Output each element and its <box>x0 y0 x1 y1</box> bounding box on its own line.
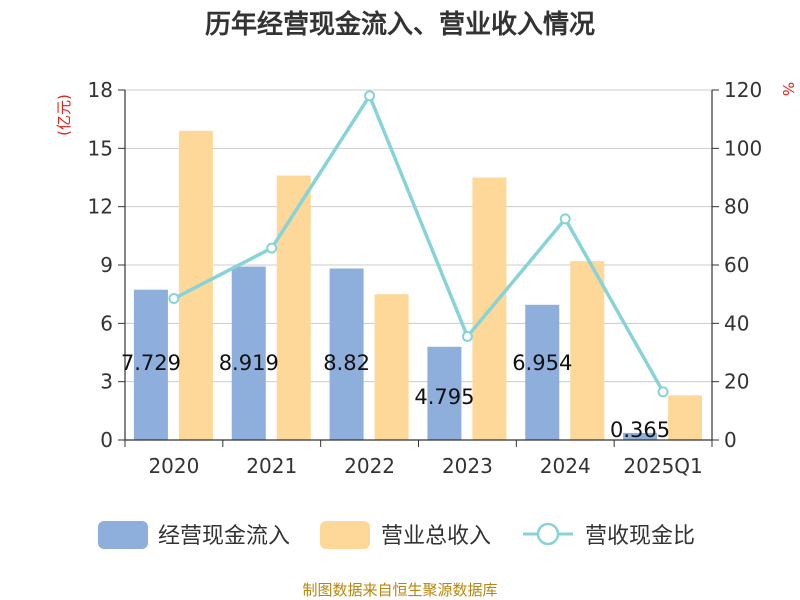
x-axis-tick-label: 2020 <box>148 454 199 478</box>
legend-label-cash-inflow: 经营现金流入 <box>158 524 290 549</box>
revenue-bar <box>668 395 703 440</box>
axes: 0 3 6 9 12 15 18 0 20 40 60 80 100 120 2020 2021 2022 202… <box>88 78 763 478</box>
left-axis-tick-label: 3 <box>100 370 113 394</box>
revenue-bar <box>276 175 311 441</box>
right-axis-tick-label: 20 <box>724 370 749 394</box>
ratio-line-group <box>168 90 669 398</box>
ratio-point <box>657 386 669 398</box>
left-axis-tick-label: 15 <box>88 136 113 160</box>
right-axis-tick-label: 0 <box>724 428 737 452</box>
right-axis-tick-label: 60 <box>724 253 749 277</box>
cash-inflow-bar <box>525 304 560 440</box>
x-axis-tick-label: 2021 <box>246 454 297 478</box>
revenue-bar <box>570 261 605 440</box>
legend-swatch-revenue <box>320 521 370 549</box>
ratio-point <box>461 330 473 342</box>
cash-inflow-bar <box>427 346 462 440</box>
revenue-bar <box>374 294 409 440</box>
legend-swatch-cash-inflow <box>98 521 148 549</box>
legend-label-revenue: 营业总收入 <box>381 524 491 549</box>
right-axis-tick-label: 40 <box>724 311 749 335</box>
cash-inflow-bar <box>133 289 168 440</box>
ratio-point <box>364 90 376 102</box>
cash-inflow-data-label: 4.795 <box>414 385 474 409</box>
cash-inflow-data-label: 0.365 <box>610 418 670 442</box>
cash-inflow-data-label: 6.954 <box>512 351 572 375</box>
x-axis-tick-label: 2024 <box>540 454 591 478</box>
x-axis-tick-label: 2025Q1 <box>623 454 702 478</box>
left-axis-tick-label: 18 <box>88 78 113 102</box>
cash-inflow-bar <box>623 432 658 440</box>
cash-inflow-bar <box>231 266 266 440</box>
ratio-point <box>168 293 180 305</box>
left-axis-tick-label: 0 <box>100 428 113 452</box>
ratio-line <box>173 94 665 393</box>
right-axis-tick-label: 100 <box>724 136 762 160</box>
ratio-point <box>266 242 278 254</box>
source-note: 制图数据来自恒生聚源数据库 <box>302 581 497 599</box>
x-axis-tick-label: 2023 <box>442 454 493 478</box>
left-axis-unit: (亿元) <box>55 94 73 136</box>
cash-inflow-data-label: 8.82 <box>323 351 370 375</box>
left-axis-tick-label: 12 <box>88 195 113 219</box>
bar-group <box>133 130 703 441</box>
right-axis-tick-label: 80 <box>724 195 749 219</box>
x-axis-tick-label: 2022 <box>344 454 395 478</box>
right-axis-tick-label: 120 <box>724 78 762 102</box>
cash-inflow-data-label: 7.729 <box>121 351 181 375</box>
left-axis-tick-label: 9 <box>100 253 113 277</box>
right-axis-unit: % <box>779 82 797 96</box>
ratio-point <box>559 213 571 225</box>
left-axis-tick-label: 6 <box>100 311 113 335</box>
legend: 经营现金流入 营业总收入 营收现金比 <box>98 521 695 549</box>
grid-lines <box>125 89 712 441</box>
cash-inflow-bar <box>329 268 364 440</box>
legend-label-ratio: 营收现金比 <box>585 524 695 549</box>
data-labels: 7.729 8.919 8.82 4.795 6.954 0.365 <box>121 351 670 442</box>
legend-swatch-ratio-marker <box>536 522 560 546</box>
chart-title: 历年经营现金流入、营业收入情况 <box>205 9 595 40</box>
cash-inflow-data-label: 8.919 <box>219 351 279 375</box>
